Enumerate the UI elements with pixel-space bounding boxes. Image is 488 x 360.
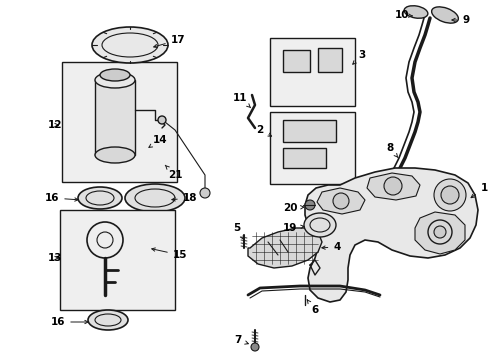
Polygon shape: [316, 188, 364, 214]
Circle shape: [440, 186, 458, 204]
Ellipse shape: [431, 7, 457, 23]
Bar: [269, 112, 354, 184]
Ellipse shape: [403, 6, 427, 18]
Polygon shape: [317, 48, 341, 72]
Text: 15: 15: [151, 248, 187, 260]
Ellipse shape: [92, 27, 168, 63]
Text: 7: 7: [234, 335, 248, 345]
Polygon shape: [95, 80, 135, 155]
Circle shape: [433, 179, 465, 211]
Text: 17: 17: [153, 35, 185, 48]
Text: 12: 12: [48, 120, 62, 130]
Circle shape: [433, 226, 445, 238]
Circle shape: [305, 200, 314, 210]
Polygon shape: [247, 228, 321, 268]
Text: 10: 10: [394, 10, 411, 20]
Polygon shape: [305, 168, 477, 302]
Text: 11: 11: [232, 93, 250, 108]
Bar: [60, 210, 175, 310]
Ellipse shape: [95, 72, 135, 88]
Polygon shape: [414, 212, 464, 254]
Circle shape: [332, 193, 348, 209]
Text: 9: 9: [451, 15, 468, 25]
Text: 19: 19: [282, 223, 304, 233]
Text: 14: 14: [149, 135, 167, 147]
Circle shape: [383, 177, 401, 195]
Text: 1: 1: [470, 183, 487, 198]
Circle shape: [158, 116, 165, 124]
Text: 16: 16: [51, 317, 88, 327]
Ellipse shape: [125, 184, 184, 212]
Text: 21: 21: [165, 165, 182, 180]
Polygon shape: [283, 50, 309, 72]
Polygon shape: [283, 120, 335, 142]
Text: 16: 16: [45, 193, 78, 203]
Text: 4: 4: [321, 242, 340, 252]
Circle shape: [250, 343, 259, 351]
Text: 5: 5: [233, 223, 243, 239]
Text: 3: 3: [352, 50, 365, 64]
Text: 20: 20: [282, 203, 304, 213]
Bar: [269, 38, 354, 106]
Ellipse shape: [100, 69, 130, 81]
Bar: [62, 62, 177, 182]
Text: 18: 18: [171, 193, 197, 203]
Polygon shape: [283, 148, 325, 168]
Ellipse shape: [88, 310, 128, 330]
Circle shape: [200, 188, 209, 198]
Ellipse shape: [95, 147, 135, 163]
Polygon shape: [366, 173, 419, 200]
Ellipse shape: [304, 213, 335, 237]
Text: 2: 2: [256, 125, 271, 136]
Text: 6: 6: [306, 300, 318, 315]
Text: 8: 8: [386, 143, 397, 158]
Text: 13: 13: [48, 253, 62, 263]
Ellipse shape: [78, 187, 122, 209]
